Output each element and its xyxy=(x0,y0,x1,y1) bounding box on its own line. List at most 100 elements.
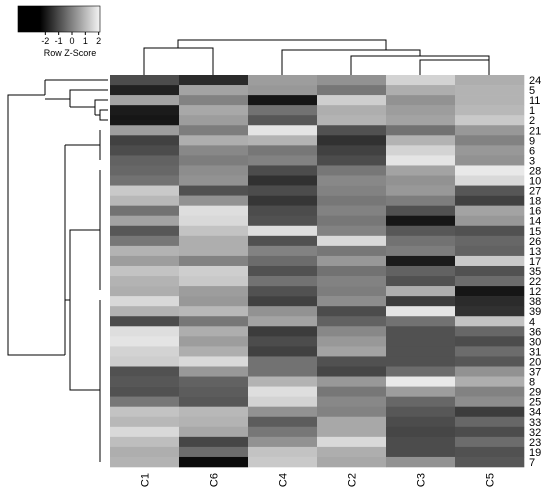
heat-cell xyxy=(179,396,249,407)
heat-cell xyxy=(455,265,525,277)
heat-cell xyxy=(110,105,180,116)
heat-cell xyxy=(110,336,180,347)
heat-cell xyxy=(179,366,249,377)
heat-cell xyxy=(317,306,387,317)
heat-cell xyxy=(179,135,249,146)
row-label: 16 xyxy=(529,206,541,218)
row-label: 15 xyxy=(529,226,541,238)
heat-cell xyxy=(386,286,456,297)
column-label: C4 xyxy=(278,473,290,487)
heat-cell xyxy=(248,336,318,347)
heat-cell xyxy=(386,366,456,377)
heat-cell xyxy=(248,406,318,418)
heat-cell xyxy=(179,356,249,367)
heat-cell xyxy=(110,235,180,247)
row-label: 11 xyxy=(529,95,540,107)
heat-cell xyxy=(386,296,456,307)
heat-cell xyxy=(455,356,525,367)
heat-cell xyxy=(110,205,180,217)
legend-title: Row Z-Score xyxy=(44,48,97,58)
heat-cell xyxy=(386,75,456,86)
heat-cell xyxy=(386,215,456,227)
heat-cell xyxy=(248,255,318,267)
heat-cell xyxy=(248,225,318,237)
heat-cell xyxy=(317,105,387,116)
heat-cell xyxy=(317,446,387,458)
heat-cell xyxy=(248,356,318,367)
heat-cell xyxy=(248,115,318,126)
row-label: 3 xyxy=(529,155,535,167)
heat-cell xyxy=(455,316,525,327)
heat-cell xyxy=(317,396,387,407)
row-label: 9 xyxy=(529,135,535,147)
heat-cell xyxy=(179,436,249,448)
heat-cell xyxy=(386,85,456,96)
heat-cell xyxy=(179,446,249,458)
heat-cell xyxy=(386,316,456,327)
heat-cell xyxy=(455,346,525,357)
heat-cell xyxy=(110,175,180,186)
row-label: 17 xyxy=(529,256,541,268)
row-label: 27 xyxy=(529,186,541,198)
row-label: 28 xyxy=(529,165,541,177)
heat-cell xyxy=(455,286,525,297)
heat-cell xyxy=(317,296,387,307)
heat-cell xyxy=(455,456,525,468)
heat-cell xyxy=(248,135,318,146)
heat-cell xyxy=(317,336,387,347)
heat-cell xyxy=(386,105,456,116)
heat-cell xyxy=(317,276,387,287)
heat-cell xyxy=(386,456,456,468)
heat-cell xyxy=(179,225,249,237)
heat-cell xyxy=(248,85,318,96)
heat-cell xyxy=(179,205,249,217)
heat-cell xyxy=(110,225,180,237)
heat-cell xyxy=(110,326,180,337)
heat-cell xyxy=(386,135,456,146)
legend-tick-label: 2 xyxy=(96,36,101,46)
heat-cell xyxy=(455,195,525,206)
heat-cell xyxy=(386,406,456,418)
heat-cell xyxy=(455,235,525,247)
heat-cell xyxy=(110,265,180,277)
heat-cell xyxy=(179,115,249,126)
row-label: 39 xyxy=(529,306,541,318)
heat-cell xyxy=(317,125,387,136)
heat-cell xyxy=(248,105,318,116)
row-label: 30 xyxy=(529,336,541,348)
heat-cell xyxy=(317,85,387,96)
row-label: 37 xyxy=(529,367,541,379)
heat-cell xyxy=(317,165,387,176)
heat-cell xyxy=(179,185,249,196)
heat-cell xyxy=(386,125,456,136)
heat-cell xyxy=(248,366,318,377)
legend-tick-label: 0 xyxy=(69,36,74,46)
heat-cell xyxy=(455,416,525,428)
heat-cell xyxy=(455,75,525,86)
heat-cell xyxy=(248,426,318,438)
row-label: 7 xyxy=(529,457,535,469)
heat-cell xyxy=(179,245,249,257)
heat-cell xyxy=(317,416,387,428)
row-label: 24 xyxy=(529,75,541,87)
heat-cell xyxy=(386,346,456,357)
heat-cell xyxy=(179,105,249,116)
heat-cell xyxy=(248,326,318,337)
heat-cell xyxy=(386,386,456,397)
heat-cell xyxy=(179,406,249,418)
row-label: 14 xyxy=(529,216,541,228)
heat-cell xyxy=(455,245,525,257)
row-label: 33 xyxy=(529,417,541,429)
heat-cell xyxy=(317,436,387,448)
row-label: 4 xyxy=(529,316,535,328)
heat-cell xyxy=(248,276,318,287)
heat-cell xyxy=(386,195,456,206)
heat-cell xyxy=(110,386,180,397)
heat-cell xyxy=(110,135,180,146)
heat-cell xyxy=(317,235,387,247)
heat-cell xyxy=(386,436,456,448)
heat-cell xyxy=(110,346,180,357)
legend-tick-label: -2 xyxy=(41,36,49,46)
row-label: 13 xyxy=(529,246,541,258)
